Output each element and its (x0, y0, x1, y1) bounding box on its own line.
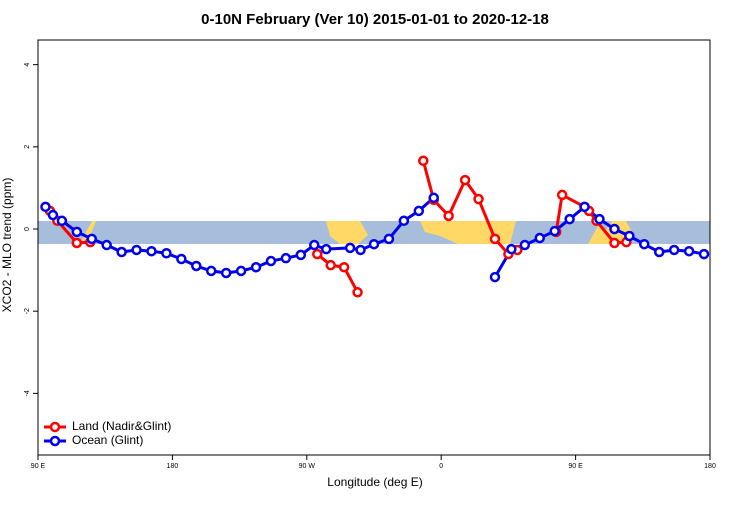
data-point (594, 213, 605, 225)
data-point (564, 213, 575, 225)
x-axis-label: Longitude (deg E) (327, 475, 422, 489)
data-point (312, 248, 323, 260)
data-point (250, 261, 262, 273)
data-point (683, 245, 695, 257)
data-point (418, 155, 429, 167)
data-point (161, 248, 172, 259)
data-point (146, 245, 157, 257)
x-tick-label: 180 (167, 463, 179, 470)
data-point (116, 246, 127, 258)
data-point (519, 239, 531, 251)
data-point (71, 237, 83, 249)
data-point (320, 243, 332, 255)
data-point (668, 244, 680, 256)
data-point (413, 205, 425, 217)
data-point (325, 259, 336, 271)
data-point (295, 249, 307, 261)
data-point (489, 233, 501, 245)
data-point (344, 242, 356, 254)
legend-label: Land (Nadir&Glint) (72, 419, 171, 433)
data-point (609, 223, 620, 235)
chart-title: 0-10N February (Ver 10) 2015-01-01 to 20… (201, 11, 549, 28)
data-point (220, 267, 232, 279)
y-tick-label: 2 (24, 145, 31, 149)
land-patch (588, 221, 632, 244)
data-point (428, 192, 439, 204)
legend-marker (49, 435, 61, 447)
data-point (176, 253, 187, 265)
plot-frame (37, 39, 711, 456)
x-tick-label: 90 E (568, 463, 583, 470)
x-tick-label: 0 (439, 463, 443, 470)
data-point (368, 238, 380, 250)
data-point (489, 271, 501, 283)
data-point (698, 248, 710, 260)
data-point (534, 232, 546, 244)
data-point (639, 238, 650, 250)
y-axis-label: XCO2 - MLO trend (ppm) (0, 178, 14, 313)
land-patch (326, 221, 368, 244)
data-point (383, 233, 395, 245)
data-point (506, 243, 517, 255)
data-point (280, 252, 292, 264)
data-point (86, 233, 98, 245)
y-tick-label: 0 (24, 227, 31, 231)
data-point (443, 210, 454, 222)
data-point (579, 201, 590, 213)
data-point (101, 239, 112, 251)
data-point (609, 237, 620, 249)
data-point (352, 287, 363, 298)
data-point (398, 215, 410, 227)
data-point (71, 226, 83, 238)
data-point (56, 215, 68, 227)
data-point (624, 230, 635, 242)
legend-marker (49, 421, 61, 433)
x-tick-label: 90 E (31, 463, 46, 470)
data-point (355, 244, 366, 256)
y-tick-label: -2 (24, 308, 31, 314)
data-point (309, 239, 320, 251)
data-point (265, 255, 277, 267)
data-point (556, 189, 568, 201)
data-point (191, 260, 202, 272)
data-point (47, 209, 59, 221)
data-point (473, 193, 484, 205)
series-line (48, 160, 627, 293)
land-patch (80, 221, 96, 244)
data-point (549, 225, 560, 237)
data-point (338, 261, 350, 273)
data-point (205, 265, 217, 277)
x-tick-label: 180 (704, 463, 716, 470)
data-point (653, 246, 665, 258)
y-tick-label: 4 (24, 63, 31, 67)
y-tick-label: -4 (24, 390, 31, 396)
data-point (131, 244, 142, 256)
x-tick-label: 90 W (299, 463, 316, 470)
data-point (459, 174, 471, 186)
legend-label: Ocean (Glint) (72, 433, 143, 447)
data-point (235, 265, 247, 277)
data-point (40, 201, 51, 213)
